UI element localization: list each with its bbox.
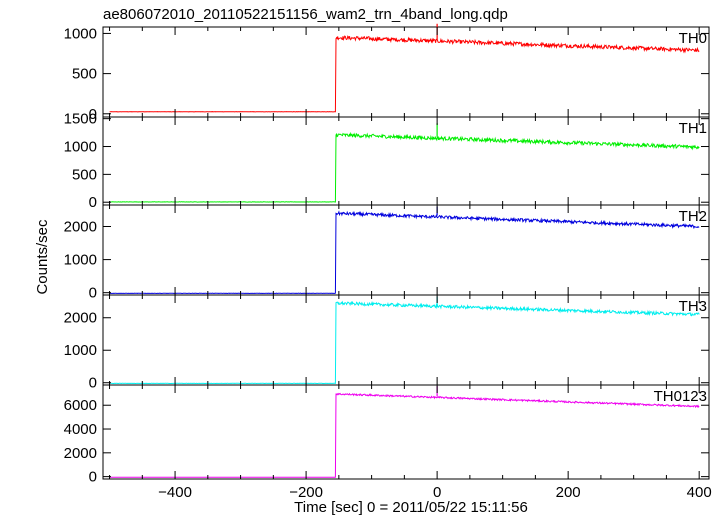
y-tick-label: 500 bbox=[72, 166, 97, 183]
y-tick-label: 0 bbox=[89, 375, 97, 392]
panel-label: TH2 bbox=[679, 208, 707, 225]
light-curve-th3 bbox=[109, 300, 700, 385]
x-axis-label: Time [sec] 0 = 2011/05/22 15:11:56 bbox=[294, 499, 528, 516]
x-axis: −400 −200 0 200 400 bbox=[158, 484, 712, 501]
x-tick-label: −400 bbox=[158, 484, 192, 501]
x-tick-label: −200 bbox=[289, 484, 323, 501]
y-tick-label: 1000 bbox=[64, 342, 97, 359]
panel-frame bbox=[102, 294, 710, 386]
y-tick-label: 0 bbox=[89, 469, 97, 486]
y-tick-label: 2000 bbox=[64, 310, 97, 327]
light-curve-th0 bbox=[109, 35, 700, 113]
y-tick-label: 6000 bbox=[64, 397, 97, 414]
panel-frame bbox=[102, 204, 710, 296]
x-tick-label: 400 bbox=[687, 484, 712, 501]
panel-th2: TH2 0 1000 2000 bbox=[64, 204, 710, 302]
y-tick-label: 500 bbox=[72, 66, 97, 83]
panels-group: TH005001000TH1050010001500TH2010002000TH… bbox=[64, 23, 710, 486]
x-tick-label: 200 bbox=[556, 484, 581, 501]
x-tick-label: 0 bbox=[433, 484, 441, 501]
panel-label: TH1 bbox=[679, 120, 707, 137]
y-tick-label: 2000 bbox=[64, 219, 97, 236]
panel-label: TH3 bbox=[679, 298, 707, 315]
panel-th3: TH3 0 1000 2000 bbox=[64, 294, 710, 392]
panel-frame bbox=[102, 116, 710, 206]
y-tick-label: 2000 bbox=[64, 445, 97, 462]
y-tick-label: 0 bbox=[89, 194, 97, 211]
chart-title: ae806072010_20110522151156_wam2_trn_4ban… bbox=[103, 6, 508, 23]
panel-frame bbox=[102, 384, 710, 480]
panel-th0123: TH0123 0 2000 4000 6000 bbox=[64, 384, 710, 486]
y-tick-label: 0 bbox=[89, 285, 97, 302]
panel-th0: TH0 0 500 1000 bbox=[64, 23, 710, 123]
y-tick-label: 0 bbox=[89, 106, 97, 123]
y-tick-label: 4000 bbox=[64, 421, 97, 438]
y-axis-label: Counts/sec bbox=[34, 219, 51, 295]
y-tick-label: 1500 bbox=[64, 111, 97, 128]
light-curve-th1 bbox=[109, 131, 700, 203]
panel-label: TH0 bbox=[679, 30, 707, 47]
y-tick-label: 1000 bbox=[64, 25, 97, 42]
light-curve-th2 bbox=[109, 210, 700, 295]
y-tick-label: 1000 bbox=[64, 139, 97, 156]
panel-label: TH0123 bbox=[654, 388, 707, 405]
panel-th1: TH1 0 500 1000 1500 bbox=[64, 111, 710, 211]
light-curve-th0123 bbox=[109, 392, 700, 478]
y-tick-label: 1000 bbox=[64, 252, 97, 269]
